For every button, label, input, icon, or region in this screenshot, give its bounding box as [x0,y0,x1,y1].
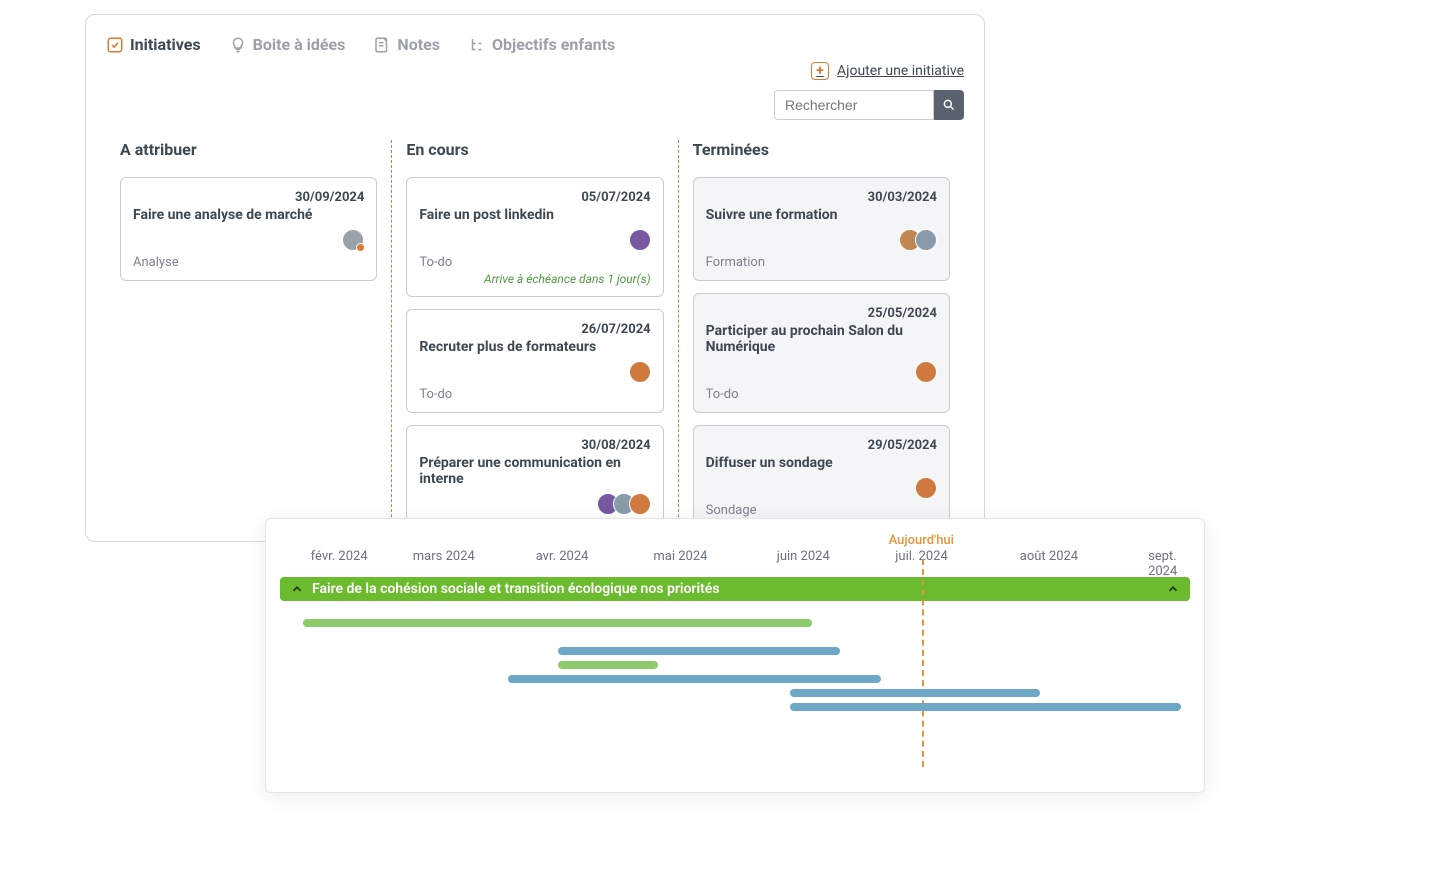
timeline-header-label: Faire de la cohésion sociale et transiti… [312,581,720,597]
card-avatars [706,477,937,499]
month-label: avr. 2024 [536,549,589,564]
column-title: A attribuer [120,140,377,159]
card-title: Participer au prochain Salon du Numériqu… [706,323,937,355]
card-avatars [419,493,650,515]
card-date: 30/09/2024 [133,190,364,205]
card-date: 05/07/2024 [419,190,650,205]
column-title: Terminées [693,140,950,159]
initiative-card[interactable]: 29/05/2024 Diffuser un sondage Sondage [693,425,950,529]
card-tag: To-do [419,387,650,402]
avatar [915,229,937,251]
chevron-up-icon [1166,582,1180,596]
card-avatars [419,361,650,383]
initiative-card[interactable]: 30/03/2024 Suivre une formation Formation [693,177,950,281]
card-tag: Sondage [706,503,937,518]
note-icon [373,36,391,54]
avatar [629,493,651,515]
card-tag: Formation [706,255,937,270]
tab-label: Objectifs enfants [492,35,615,54]
initiative-card[interactable]: 05/07/2024 Faire un post linkedin To-do Arr… [406,177,663,297]
card-title: Suivre une formation [706,207,937,223]
plus-icon: + [811,62,829,80]
today-label: Aujourd'hui [889,533,954,548]
gantt-bar[interactable] [303,619,813,627]
month-label: sept. 2024 [1148,549,1177,579]
avatar [915,361,937,383]
tab-label: Boite à idées [253,35,346,54]
card-date: 25/05/2024 [706,306,937,321]
kanban-column: Terminées 30/03/2024 Suivre une formation F… [678,140,964,542]
kanban-column: A attribuer 30/09/2024 Faire une analyse d… [106,140,391,542]
check-square-icon [106,36,124,54]
card-tag: To-do [706,387,937,402]
search-button[interactable] [934,90,964,120]
avatar [342,229,364,251]
card-title: Recruter plus de formateurs [419,339,650,355]
card-date: 30/08/2024 [419,438,650,453]
avatar [915,477,937,499]
card-avatars [419,229,650,251]
top-actions: + Ajouter une initiative [106,58,964,84]
add-initiative-link[interactable]: + Ajouter une initiative [811,62,964,80]
tab-boite-id-es[interactable]: Boite à idées [229,35,346,54]
gantt-bar[interactable] [558,661,658,669]
lightbulb-icon [229,36,247,54]
search-icon [942,98,956,112]
card-title: Diffuser un sondage [706,455,937,471]
initiative-card[interactable]: 26/07/2024 Recruter plus de formateurs To-… [406,309,663,413]
timeline-header-bar[interactable]: Faire de la cohésion sociale et transiti… [280,577,1190,601]
avatar [629,229,651,251]
initiative-card[interactable]: 30/09/2024 Faire une analyse de marché Ana… [120,177,377,281]
gantt-bar[interactable] [558,647,840,655]
card-title: Faire un post linkedin [419,207,650,223]
timeline-months: févr. 2024 mars 2024 avr. 2024 mai 2024 juin… [280,549,1190,567]
initiative-card[interactable]: 25/05/2024 Participer au prochain Salon d… [693,293,950,413]
tab-label: Initiatives [130,35,201,54]
tab-label: Notes [397,35,440,54]
gantt-bar[interactable] [508,675,881,683]
timeline-panel: Aujourd'hui févr. 2024 mars 2024 avr. 2024… [265,518,1205,793]
today-line [922,559,924,767]
kanban-column: En cours 05/07/2024 Faire un post linkedin… [391,140,677,542]
tree-icon [468,36,486,54]
card-title: Préparer une communication en interne [419,455,650,487]
gantt-bar[interactable] [790,689,1040,697]
gantt-area [280,609,1190,759]
card-avatars [706,229,937,251]
chevron-up-icon [290,582,304,596]
tabs: Initiatives Boite à idées Notes Objectifs e… [106,27,964,58]
tab-objectifs-enfants[interactable]: Objectifs enfants [468,35,615,54]
avatar [629,361,651,383]
card-tag: To-do [419,255,650,270]
add-initiative-label: Ajouter une initiative [837,63,964,79]
kanban-columns: A attribuer 30/09/2024 Faire une analyse d… [106,128,964,542]
column-title: En cours [406,140,663,159]
card-warning: Arrive à échéance dans 1 jour(s) [419,272,650,286]
month-label: août 2024 [1020,549,1078,564]
gantt-bar[interactable] [790,703,1181,711]
search-input[interactable] [774,90,934,120]
tab-notes[interactable]: Notes [373,35,440,54]
card-avatars [133,229,364,251]
month-label: mars 2024 [413,549,475,564]
tab-initiatives[interactable]: Initiatives [106,35,201,54]
card-avatars [706,361,937,383]
card-tag: Analyse [133,255,364,270]
search-row [106,84,964,128]
month-label: mai 2024 [653,549,707,564]
card-date: 26/07/2024 [419,322,650,337]
month-label: juin 2024 [777,549,830,564]
month-label: févr. 2024 [311,549,368,564]
card-title: Faire une analyse de marché [133,207,364,223]
initiatives-board: Initiatives Boite à idées Notes Objectifs e… [85,14,985,542]
card-date: 30/03/2024 [706,190,937,205]
card-date: 29/05/2024 [706,438,937,453]
